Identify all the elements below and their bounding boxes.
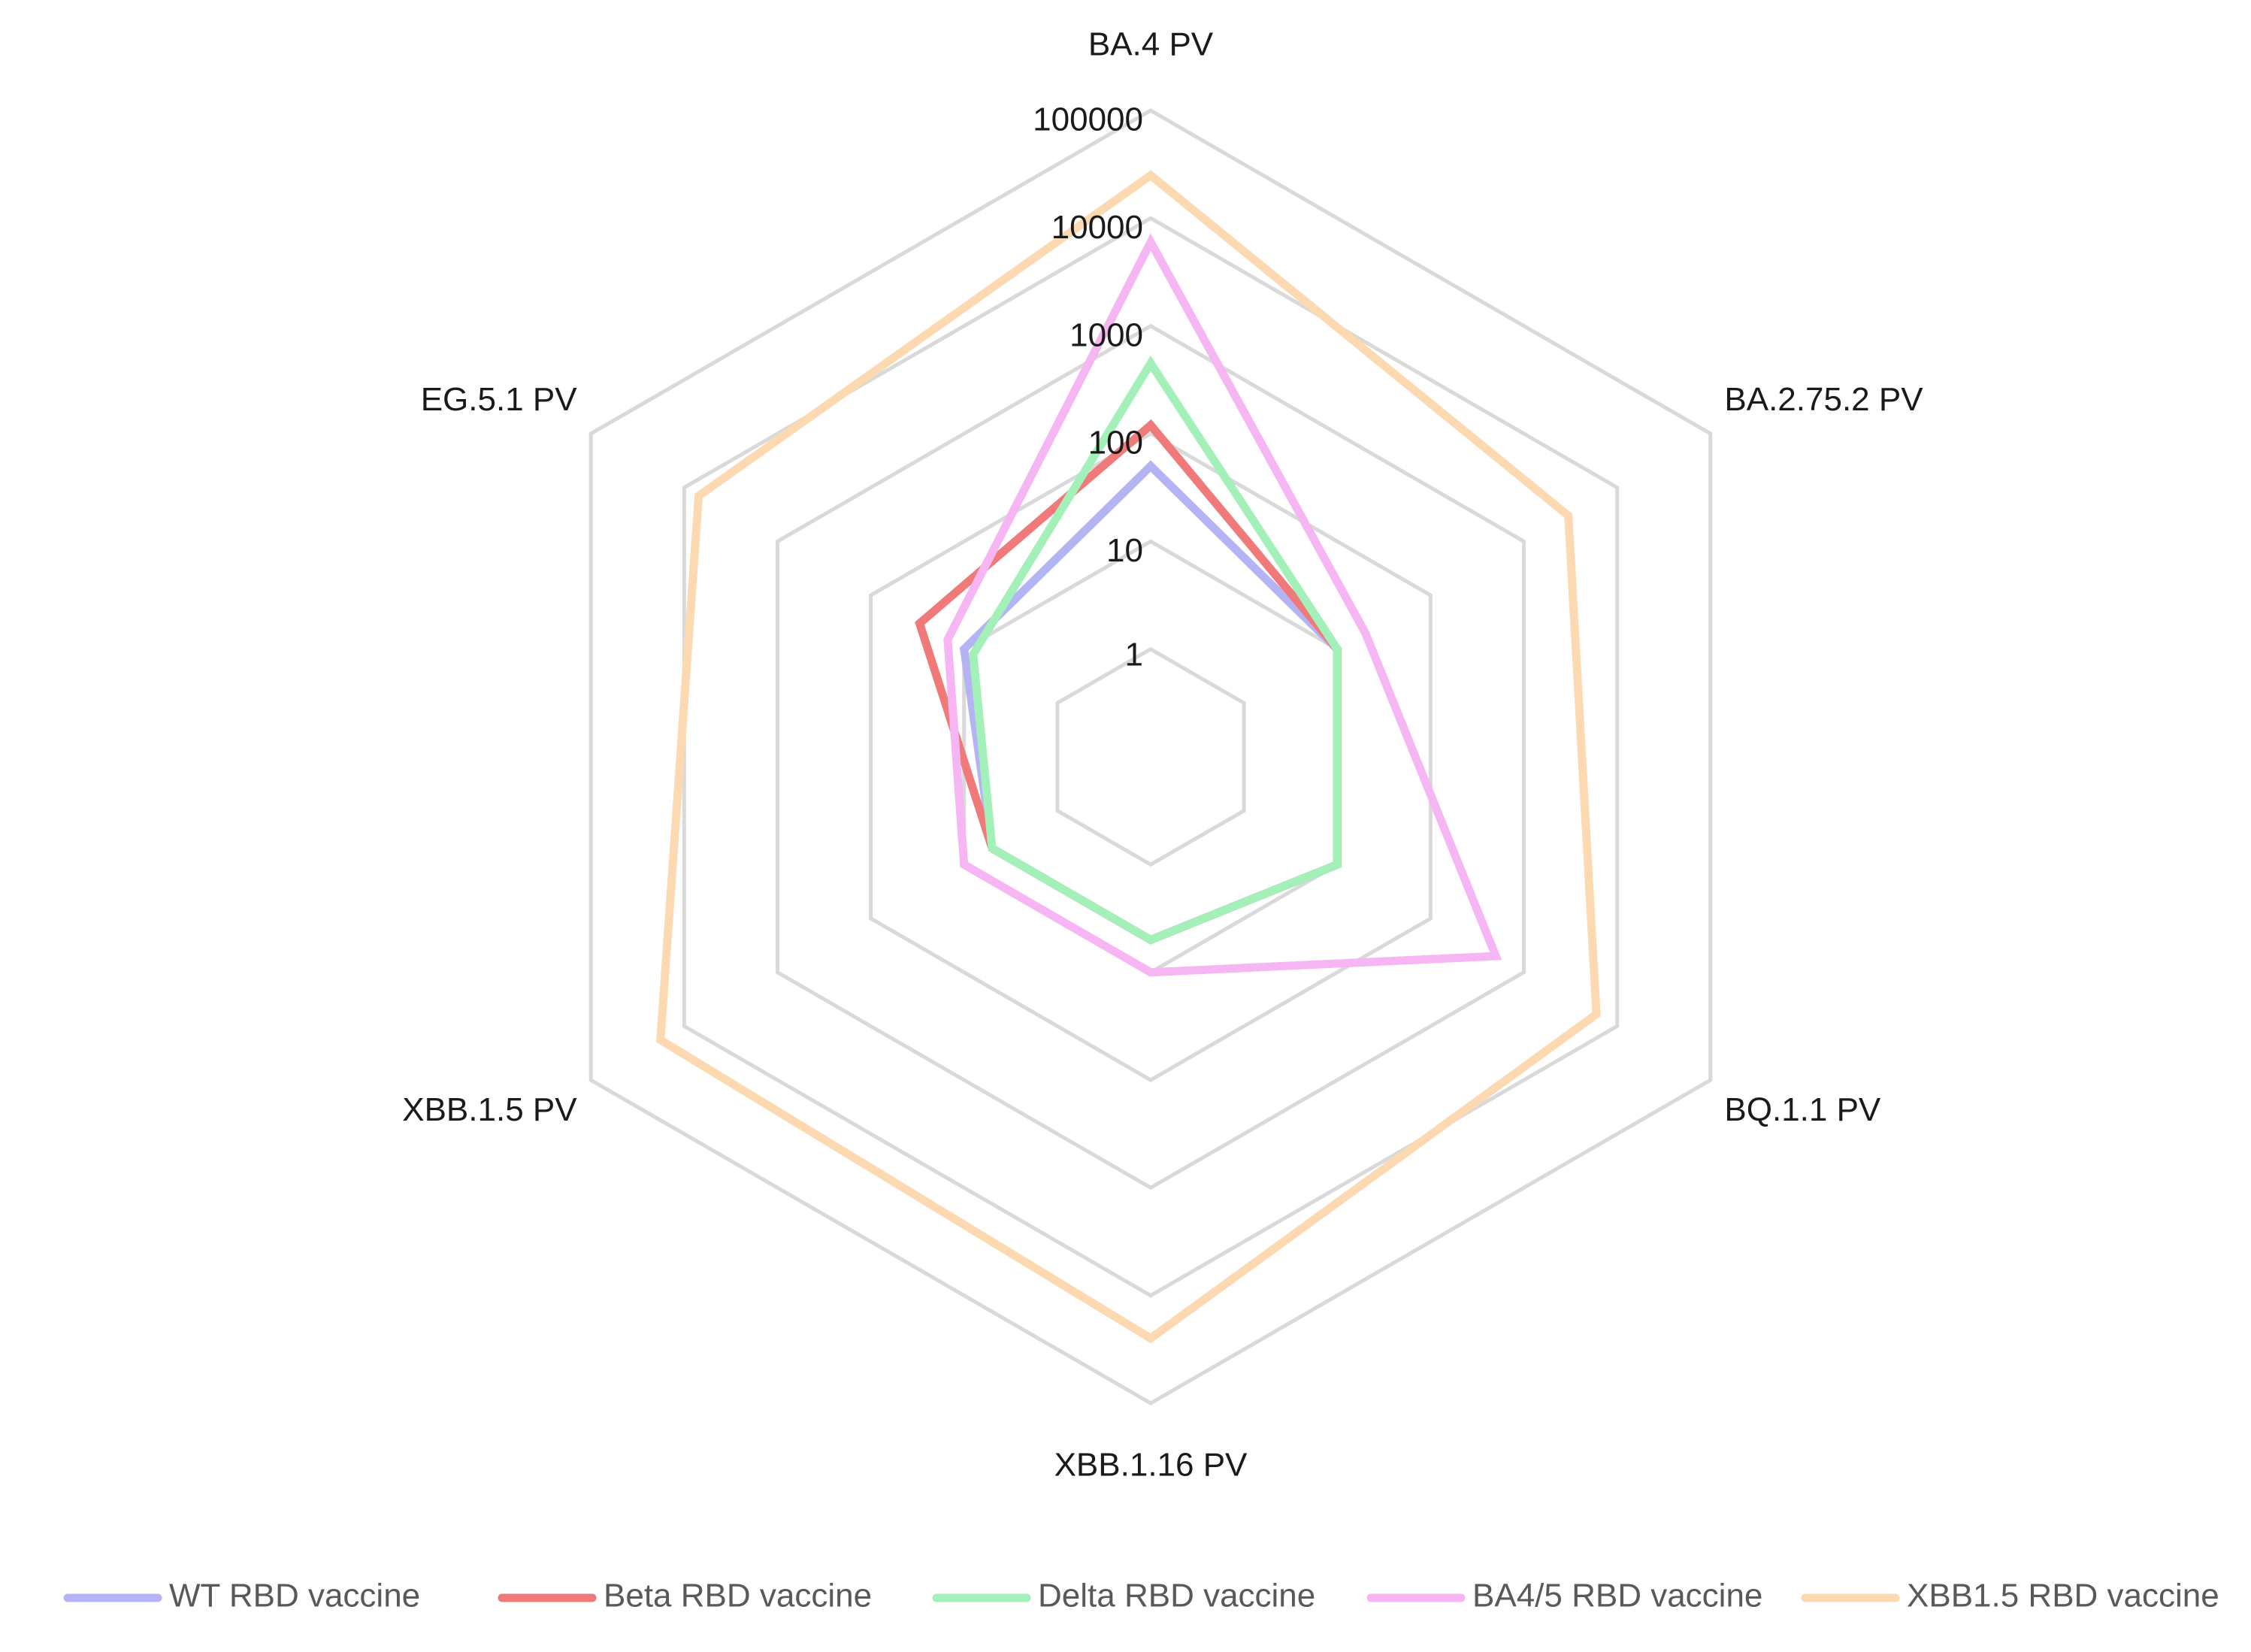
legend-label: WT RBD vaccine bbox=[169, 1578, 420, 1614]
series-line-delta-rbd-vaccine bbox=[969, 356, 1342, 945]
axis-label: XBB.1.16 PV bbox=[1054, 1447, 1248, 1484]
axis-label: XBB.1.5 PV bbox=[402, 1091, 577, 1128]
axis-label: BQ.1.1 PV bbox=[1724, 1091, 1881, 1128]
tick-label: 10 bbox=[1106, 532, 1143, 569]
series-line-beta-rbd-vaccine bbox=[915, 419, 1342, 945]
legend: WT RBD vaccine Beta RBD vaccine Delta RBD … bbox=[63, 1578, 2219, 1614]
tick-label: 10000 bbox=[1051, 209, 1143, 246]
legend-label: Delta RBD vaccine bbox=[1038, 1578, 1315, 1614]
grid-ring bbox=[588, 108, 1713, 1405]
axis-label: BA.2.75.2 PV bbox=[1724, 381, 1923, 418]
axis-labels: BA.4 PV BA.2.75.2 PV BQ.1.1 PV XBB.1.16 PV X… bbox=[402, 26, 1923, 1484]
radar-series bbox=[655, 170, 1601, 1344]
grid-ring bbox=[1055, 646, 1246, 867]
grid-ring bbox=[776, 323, 1526, 1191]
radar-grid bbox=[588, 108, 1713, 1405]
legend-label: Beta RBD vaccine bbox=[604, 1578, 872, 1614]
axis-label: BA.4 PV bbox=[1088, 26, 1214, 63]
series-line-ba4-5-rbd-vaccine bbox=[943, 233, 1502, 977]
grid-ring bbox=[962, 539, 1339, 975]
legend-label: BA4/5 RBD vaccine bbox=[1472, 1578, 1762, 1614]
legend-label: XBB1.5 RBD vaccine bbox=[1907, 1578, 2219, 1614]
tick-label: 1000 bbox=[1070, 316, 1143, 353]
tick-label: 1 bbox=[1125, 636, 1143, 673]
tick-label: 100000 bbox=[1033, 101, 1143, 138]
grid-ring bbox=[682, 216, 1620, 1298]
series-line-xbb1-5-rbd-vaccine bbox=[655, 170, 1601, 1344]
axis-label: EG.5.1 PV bbox=[421, 381, 578, 418]
radial-tick-labels: 1 10 100 1000 10000 100000 bbox=[1033, 101, 1143, 673]
tick-label: 100 bbox=[1088, 425, 1143, 461]
grid-ring bbox=[869, 431, 1433, 1082]
